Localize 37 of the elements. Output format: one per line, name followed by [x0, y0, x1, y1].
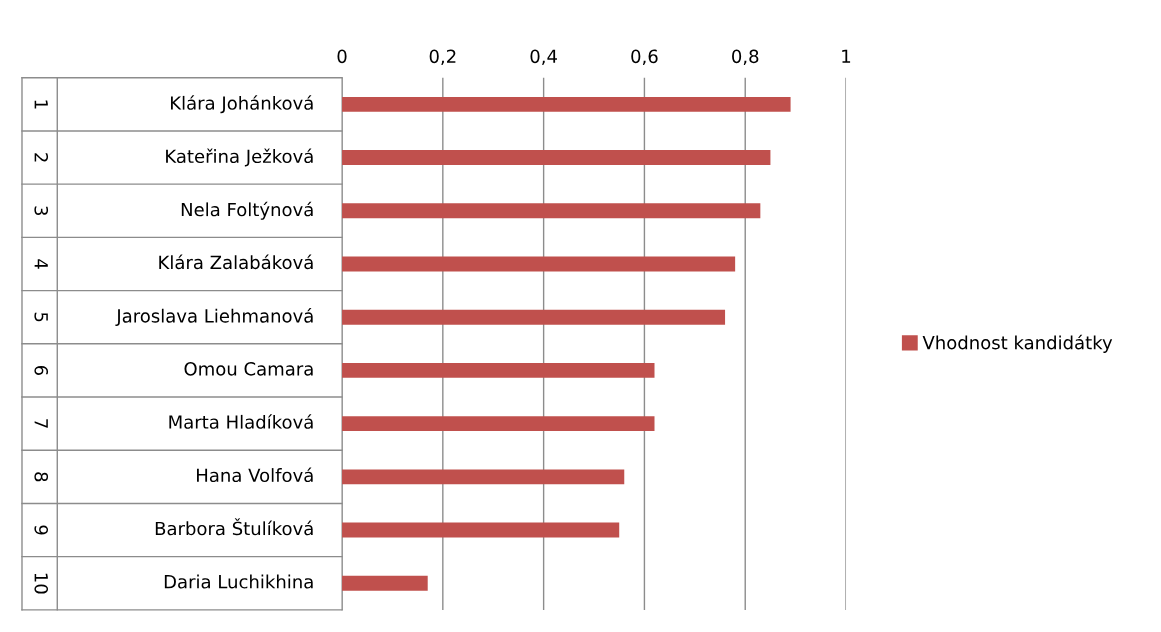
x-tick-label: 0,2 [429, 49, 456, 65]
text: 7 [34, 419, 48, 428]
y-tick-label: Klára Johánková [171, 95, 313, 114]
bar [342, 362, 655, 378]
bar [342, 203, 761, 219]
text: 1 [34, 100, 48, 109]
y-tick-label: Marta Hladíková [169, 414, 313, 429]
bar [342, 575, 428, 591]
bar [342, 96, 791, 112]
bar [342, 309, 726, 325]
y-tick-label: Nela Foltýnová [181, 201, 313, 220]
text: 8 [34, 472, 49, 482]
x-tick-label: 0,6 [631, 49, 658, 65]
x-tick-label: 0 [337, 49, 347, 64]
bar [342, 469, 625, 485]
text: 4 [34, 259, 48, 269]
bar [342, 150, 771, 166]
y-tick-label: Barbora Štulíková [155, 518, 313, 536]
y-tick-label: Klára Zalabáková [159, 254, 313, 270]
x-tick-label: 0,4 [530, 49, 557, 65]
bar [342, 522, 620, 538]
x-tick-label: 0,8 [732, 49, 759, 65]
text: 6 [34, 365, 49, 376]
y-tick-label: Jaroslava Liehmanová [115, 308, 313, 327]
y-tick-label: Omou Camara [184, 362, 313, 376]
bar [342, 256, 736, 272]
text: 9 [34, 525, 49, 535]
legend-label: Vhodnost kandidátky [922, 334, 1113, 353]
x-tick-label: 1 [842, 49, 851, 63]
text: 10 [34, 573, 49, 594]
y-tick-label: Hana Volfová [197, 467, 313, 483]
y-tick-label: Kateřina Ježková [166, 148, 313, 167]
y-tick-label: Daria Luchikhina [164, 574, 313, 589]
text: 5 [34, 312, 48, 322]
bar [342, 416, 655, 432]
text: 3 [34, 206, 49, 216]
text: 2 [34, 153, 49, 162]
